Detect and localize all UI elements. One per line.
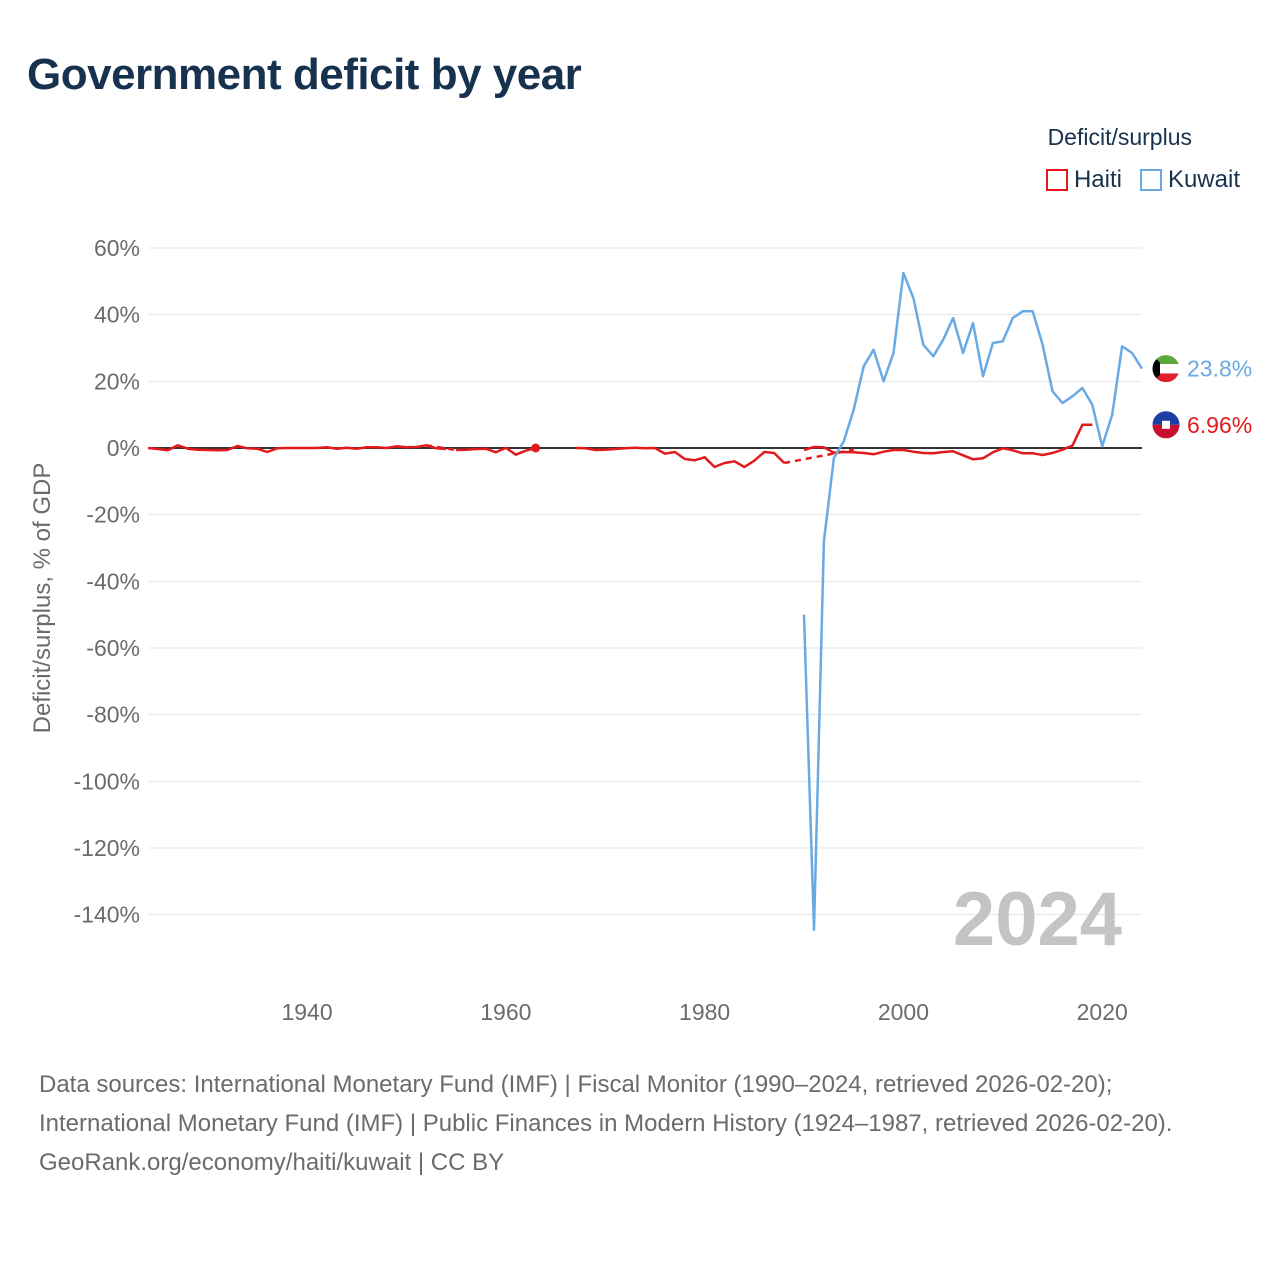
y-axis-label: Deficit/surplus, % of GDP <box>29 463 56 734</box>
y-tick-label: -60% <box>86 635 140 661</box>
x-tick-label: 2020 <box>1077 999 1128 1025</box>
haiti-series-line <box>803 423 1093 461</box>
x-axis: 1940 1960 1980 2000 2020 <box>281 999 1127 1025</box>
x-tick-label: 1980 <box>679 999 730 1025</box>
x-tick-label: 2000 <box>878 999 929 1025</box>
haiti-flag <box>1152 410 1180 439</box>
chart-title: Government deficit by year <box>27 50 582 99</box>
y-tick-label: -80% <box>86 702 140 728</box>
y-tick-label: -140% <box>74 902 140 928</box>
legend-swatch-kuwait <box>1139 169 1162 191</box>
series-layer <box>147 271 1144 931</box>
kuwait-flag-green <box>1152 354 1180 365</box>
haiti-data-point <box>531 443 541 453</box>
source-link[interactable]: GeoRank.org/economy/haiti/kuwait | CC BY <box>39 1149 505 1176</box>
y-tick-label: -20% <box>86 502 140 528</box>
haiti-series-line <box>456 446 507 454</box>
kuwait-flag-white <box>1152 364 1180 374</box>
haiti-series-line <box>147 444 447 454</box>
data-sources: Data sources: International Monetary Fun… <box>39 1071 1173 1137</box>
kuwait-end-label: 23.8% <box>1187 356 1252 382</box>
haiti-flag-red <box>1152 424 1180 439</box>
legend-swatch-haiti <box>1045 169 1068 191</box>
y-tick-label: -100% <box>74 768 140 794</box>
y-tick-label: 20% <box>94 368 140 394</box>
x-tick-label: 1940 <box>281 999 332 1025</box>
legend-item-kuwait[interactable]: Kuwait <box>1139 166 1240 194</box>
line-chart: 60% 40% 20% 0% -20% -40% -60% -80% -100% -120% -14… <box>29 235 1252 1025</box>
y-tick-label: -40% <box>86 568 140 594</box>
legend-item-haiti[interactable]: Haiti <box>1045 166 1122 194</box>
y-axis: 60% 40% 20% 0% -20% -40% -60% -80% -100% -120% -14… <box>74 235 140 928</box>
x-tick-label: 1960 <box>480 999 531 1025</box>
footer: Data sources: International Monetary Fun… <box>39 1065 1239 1182</box>
haiti-flag-blue <box>1152 410 1180 425</box>
y-tick-label: 60% <box>94 235 140 261</box>
legend: Haiti Kuwait <box>1028 166 1240 194</box>
y-tick-label: 0% <box>107 435 140 461</box>
year-watermark: 2024 <box>953 877 1122 962</box>
haiti-end-label: 6.96% <box>1187 412 1252 438</box>
y-tick-label: 40% <box>94 302 140 328</box>
haiti-end-marker: 6.96% <box>1151 410 1252 440</box>
kuwait-end-marker: 23.8% <box>1151 354 1252 384</box>
haiti-series-line <box>505 446 537 456</box>
haiti-flag-ring <box>1151 410 1181 440</box>
legend-title: Deficit/surplus <box>1047 124 1192 150</box>
kuwait-flag-ring <box>1151 354 1181 384</box>
legend-label-haiti: Haiti <box>1073 166 1122 193</box>
grid <box>148 247 1142 916</box>
end-labels: 6.96% 23.8% <box>1151 354 1252 440</box>
y-tick-label: -120% <box>74 835 140 861</box>
legend-label-kuwait: Kuwait <box>1167 166 1240 193</box>
kuwait-series-line <box>802 271 1144 931</box>
kuwait-flag-red <box>1152 373 1180 383</box>
haiti-flag-emblem <box>1162 420 1170 429</box>
haiti-series-line <box>575 446 786 469</box>
